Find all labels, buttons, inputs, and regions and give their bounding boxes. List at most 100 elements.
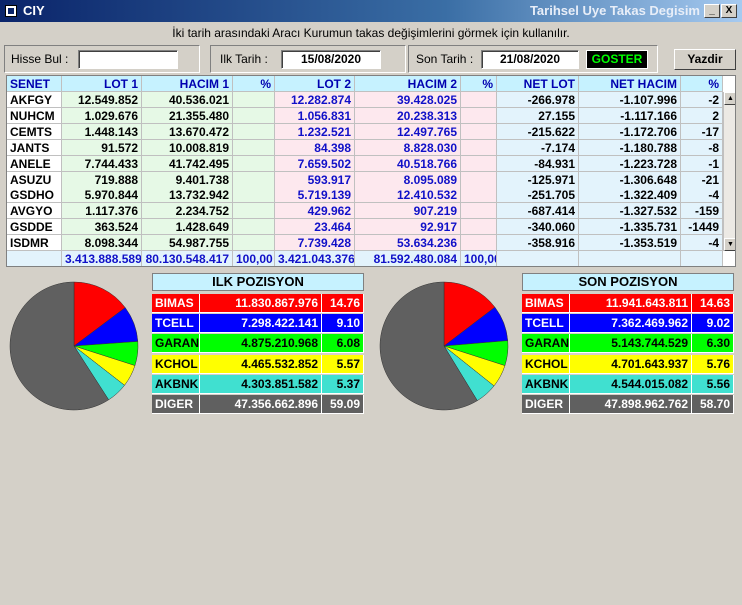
position-symbol: GARAN: [152, 334, 200, 354]
table-row[interactable]: CEMTS 1.448.143 13.670.472 1.232.521 12.497.…: [7, 123, 723, 140]
table-cell: 54.987.755: [142, 235, 233, 252]
table-cell: 363.524: [62, 219, 142, 236]
table-cell: -687.414: [497, 203, 579, 220]
column-header[interactable]: LOT 1: [62, 76, 142, 92]
table-row[interactable]: GSDHO 5.970.844 13.732.942 5.719.139 12.410.…: [7, 187, 723, 204]
table-cell: 1.117.376: [62, 203, 142, 220]
table-header-row[interactable]: SENET LOT 1 HACIM 1% LOT 2 HACIM 2% NET LOT NE…: [7, 76, 723, 92]
table-cell: -1.223.728: [579, 155, 681, 172]
column-header[interactable]: NET LOT: [497, 76, 579, 92]
ilk-tarih-field[interactable]: 15/08/2020: [281, 50, 381, 69]
table-row[interactable]: NUHCM 1.029.676 21.355.480 1.056.831 20.238.…: [7, 107, 723, 124]
table-cell: [233, 187, 275, 204]
table-cell: 40.536.021: [142, 92, 233, 108]
position-pct: 14.76: [322, 294, 364, 313]
position-pct: 9.10: [322, 314, 364, 334]
table-cell: 719.888: [62, 171, 142, 188]
position-hacim: 5.143.744.529: [570, 334, 692, 354]
goster-button[interactable]: GOSTER: [586, 50, 648, 69]
table-cell: 53.634.236: [355, 235, 461, 252]
table-row[interactable]: JANTS 91.572 10.008.819 84.398 8.828.030 -7.1…: [7, 139, 723, 156]
table-cell: 10.008.819: [142, 139, 233, 156]
column-header[interactable]: %: [233, 76, 275, 92]
position-hacim: 4.303.851.582: [200, 374, 322, 394]
column-header[interactable]: %: [681, 76, 723, 92]
cell-senet: CEMTS: [7, 123, 62, 140]
position-pct: 6.30: [692, 334, 734, 354]
son-tarih-field[interactable]: 21/08/2020: [481, 50, 579, 69]
hisse-label: Hisse Bul :: [11, 52, 69, 66]
ilk-tarih-label: Ilk Tarih :: [220, 52, 268, 66]
table-cell: 13.670.472: [142, 123, 233, 140]
table-cell: 8.095.089: [355, 171, 461, 188]
info-text: İki tarih arasındaki Aracı Kurumun takas…: [172, 26, 570, 40]
table-row[interactable]: ANELE 7.744.433 41.742.495 7.659.502 40.518.…: [7, 155, 723, 172]
cell-senet: GSDDE: [7, 219, 62, 236]
table-row[interactable]: AVGYO 1.117.376 2.234.752 429.962 907.219 -68…: [7, 203, 723, 220]
scroll-down-icon[interactable]: ▼: [724, 238, 735, 251]
pie-slice-diger: [379, 281, 478, 411]
table-cell: -251.705: [497, 187, 579, 204]
table-cell: -1449: [681, 219, 723, 236]
table-row[interactable]: AKFGY 12.549.852 40.536.021 12.282.874 39.42…: [7, 92, 723, 108]
cell-senet: AKFGY: [7, 92, 62, 108]
position-hacim: 4.544.015.082: [570, 374, 692, 394]
table-row[interactable]: ASUZU 719.888 9.401.738 593.917 8.095.089 -12…: [7, 171, 723, 188]
table-footer-row[interactable]: 3.413.888.589 80.130.548.417 100,00 3.421.0…: [7, 251, 723, 266]
table-cell: -1.172.706: [579, 123, 681, 140]
table-cell: -1.306.648: [579, 171, 681, 188]
table-cell: 21.355.480: [142, 107, 233, 124]
yazdir-button[interactable]: Yazdir: [674, 49, 736, 70]
table-cell: 7.739.428: [275, 235, 355, 252]
table-cell: [233, 155, 275, 172]
table-cell: -2: [681, 92, 723, 108]
table-cell: 81.592.480.084: [355, 251, 461, 266]
table-cell: 41.742.495: [142, 155, 233, 172]
table-cell: [233, 107, 275, 124]
ilk-pozisyon-title: ILK POZISYON: [152, 273, 364, 291]
column-header[interactable]: %: [461, 76, 497, 92]
column-header[interactable]: LOT 2: [275, 76, 355, 92]
table-cell: -266.978: [497, 92, 579, 108]
ilk-pozisyon-pie: [9, 281, 139, 411]
table-row[interactable]: GSDDE 363.524 1.428.649 23.464 92.917 -340.06…: [7, 219, 723, 236]
cell-senet: AVGYO: [7, 203, 62, 220]
column-header[interactable]: SENET: [7, 76, 62, 92]
position-row: TCELL 7.298.422.141 9.10: [152, 314, 364, 334]
table-cell: 39.428.025: [355, 92, 461, 108]
scroll-up-icon[interactable]: ▲: [724, 92, 735, 105]
table-cell: 1.232.521: [275, 123, 355, 140]
table-row[interactable]: ISDMR 8.098.344 54.987.755 7.739.428 53.634.…: [7, 235, 723, 252]
table-cell: -340.060: [497, 219, 579, 236]
window-title: CIY: [23, 3, 45, 18]
table-cell: [579, 251, 681, 266]
position-hacim: 47.898.962.762: [570, 395, 692, 414]
close-button[interactable]: X: [721, 4, 737, 18]
table-cell: 12.410.532: [355, 187, 461, 204]
table-cell: 23.464: [275, 219, 355, 236]
table-cell: [461, 235, 497, 252]
table-cell: -159: [681, 203, 723, 220]
cell-senet: NUHCM: [7, 107, 62, 124]
column-header[interactable]: HACIM 1: [142, 76, 233, 92]
minimize-button[interactable]: _: [704, 4, 720, 18]
position-symbol: DIGER: [152, 395, 200, 414]
table-cell: [233, 139, 275, 156]
cell-senet: ISDMR: [7, 235, 62, 252]
table-cell: 1.428.649: [142, 219, 233, 236]
column-header[interactable]: NET HACIM: [579, 76, 681, 92]
hisse-search-input[interactable]: [78, 50, 178, 69]
table-cell: [461, 171, 497, 188]
takas-grid[interactable]: ▲ ▼ SENET LOT 1 HACIM 1% LOT 2 HACIM 2% NET L…: [6, 75, 736, 267]
grid-vertical-scrollbar[interactable]: ▲ ▼: [723, 92, 735, 251]
table-cell: -1: [681, 155, 723, 172]
cell-senet: ANELE: [7, 155, 62, 172]
table-cell: 92.917: [355, 219, 461, 236]
position-pct: 58.70: [692, 395, 734, 414]
position-symbol: KCHOL: [522, 354, 570, 374]
title-bar[interactable]: CIY Tarihsel Uye Takas Degisim _ X: [0, 0, 742, 22]
table-cell: -1.117.166: [579, 107, 681, 124]
column-header[interactable]: HACIM 2: [355, 76, 461, 92]
table-cell: 12.497.765: [355, 123, 461, 140]
table-cell: -84.931: [497, 155, 579, 172]
